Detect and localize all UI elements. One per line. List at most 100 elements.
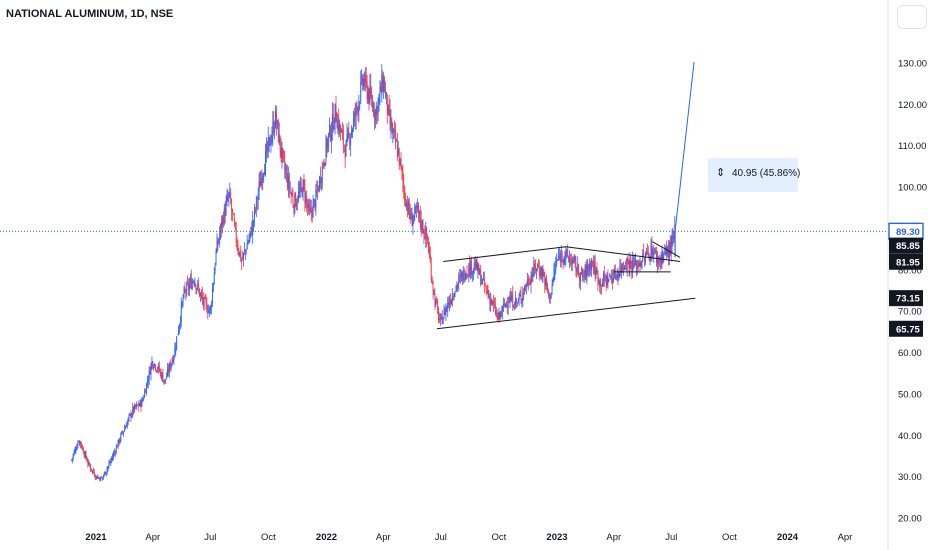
x-tick-label: Oct — [261, 532, 276, 543]
candle-body — [487, 290, 488, 291]
candle-body — [502, 306, 503, 312]
candle-body — [447, 302, 448, 309]
candle-body — [464, 270, 465, 280]
candle-body — [632, 259, 633, 271]
candle-body — [294, 193, 295, 212]
candle-body — [347, 135, 348, 142]
candle-body — [666, 247, 667, 254]
y-tick-label: 40.00 — [898, 431, 922, 442]
candle-body — [448, 302, 449, 305]
candle-body — [250, 227, 251, 233]
candle-body — [573, 259, 574, 262]
candle-body — [278, 120, 279, 142]
candle-body — [492, 301, 493, 304]
candle-body — [110, 461, 111, 463]
candle-body — [467, 276, 468, 277]
candle-body — [238, 246, 239, 250]
candle-body — [119, 440, 120, 442]
x-tick-label: Jul — [435, 532, 447, 543]
candle-body — [194, 283, 195, 284]
candle-body — [320, 176, 321, 184]
candle-body — [608, 279, 609, 282]
candle-body — [304, 179, 305, 186]
candle-body — [640, 263, 641, 266]
candle-body — [269, 137, 270, 141]
candle-body — [73, 455, 74, 459]
candle-body — [245, 250, 246, 252]
candle-body — [214, 273, 215, 285]
candle-body — [336, 124, 337, 129]
candle-body — [135, 405, 136, 408]
candle-body — [444, 310, 445, 318]
measure-range-icon: ⇕ — [716, 166, 725, 179]
candle-body — [285, 172, 286, 173]
candle-body — [353, 119, 354, 129]
candle-body — [541, 268, 542, 276]
chart-settings-button[interactable] — [897, 5, 927, 29]
candle-body — [247, 244, 248, 250]
candle-body — [102, 477, 103, 478]
candle-body — [545, 279, 546, 285]
candle-body — [549, 295, 550, 296]
candle-body — [190, 279, 191, 283]
candle-body — [224, 207, 225, 224]
candle-body — [532, 275, 533, 277]
candle-body — [338, 117, 339, 131]
candle-body — [537, 264, 538, 266]
candle-body — [127, 422, 128, 428]
candle-body — [156, 370, 157, 371]
candle-body — [468, 265, 469, 277]
candle-body — [147, 381, 148, 382]
candle-body — [216, 251, 217, 265]
candle-body — [515, 298, 516, 305]
candle-body — [169, 364, 170, 373]
candle-body — [197, 284, 198, 287]
candle-body — [449, 302, 450, 306]
candle-body — [558, 256, 559, 258]
candle-body — [497, 313, 498, 314]
candle-body — [582, 269, 583, 275]
candle-body — [572, 260, 573, 264]
candle-body — [286, 173, 287, 174]
candle-body — [282, 148, 283, 158]
candle-body — [117, 446, 118, 447]
candle-body — [412, 220, 413, 226]
candle-body — [642, 253, 643, 261]
candle-body — [374, 112, 375, 118]
candle-body — [494, 304, 495, 305]
candle-body — [302, 189, 303, 197]
candle-body — [530, 283, 531, 284]
candle-body — [151, 364, 152, 374]
candle-body — [518, 300, 519, 301]
candle-body — [608, 276, 609, 283]
candle-body — [293, 198, 294, 205]
candle-body — [116, 447, 117, 454]
candle-body — [307, 204, 308, 208]
candle-body — [596, 270, 597, 275]
candle-body — [567, 249, 568, 257]
candle-body — [453, 297, 454, 298]
candle-body — [474, 264, 475, 271]
candle-body — [513, 306, 514, 308]
candle-body — [328, 133, 329, 141]
candle-body — [325, 163, 326, 166]
candle-body — [75, 449, 76, 452]
candle-body — [343, 129, 344, 145]
candle-body — [202, 294, 203, 299]
candle-body — [361, 75, 362, 80]
candle-body — [344, 146, 345, 147]
candle-body — [115, 452, 116, 453]
candle-body — [465, 279, 466, 280]
candle-body — [501, 313, 502, 314]
candle-body — [470, 261, 471, 275]
candle-body — [417, 206, 418, 208]
candle-body — [383, 79, 384, 92]
candle-body — [75, 450, 76, 451]
candle-body — [631, 264, 632, 271]
candle-body — [517, 303, 518, 304]
candle-body — [306, 198, 307, 202]
candle-body — [271, 136, 272, 142]
candle-body — [300, 184, 301, 192]
candle-body — [540, 273, 541, 277]
